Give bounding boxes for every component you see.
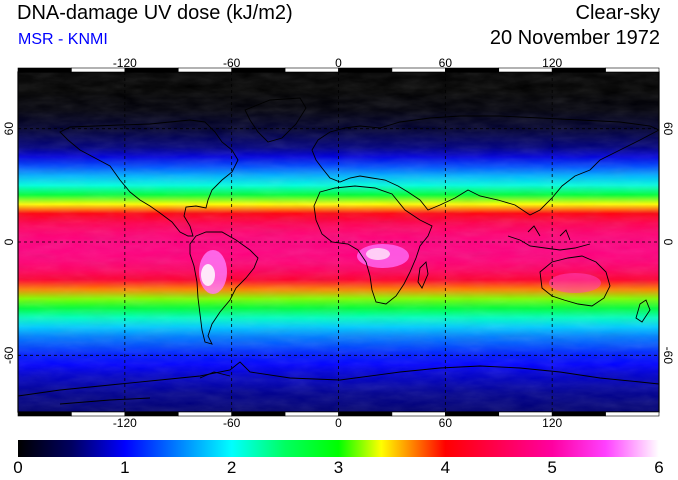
lon-tick-label: 0 xyxy=(335,416,342,430)
colorbar xyxy=(18,440,659,457)
lon-tick-label: 0 xyxy=(335,56,342,70)
colorbar-tick-label: 4 xyxy=(440,458,451,477)
frame-tick-bar xyxy=(284,411,339,417)
lon-tick-label: -60 xyxy=(223,416,241,430)
graticule xyxy=(18,72,659,412)
lon-tick-label: 60 xyxy=(439,416,453,430)
coastline-madagascar xyxy=(417,261,429,289)
frame-tick-bar xyxy=(605,67,660,73)
lat-labels-right: 60 0 -60 xyxy=(661,122,675,364)
colorbar-tick-label: 5 xyxy=(547,458,557,477)
colorbar-tick-label: 3 xyxy=(333,458,344,477)
sky-condition: Clear-sky xyxy=(575,2,660,24)
frame-tick-bar xyxy=(338,67,393,73)
frame-tick-bar xyxy=(445,67,500,73)
coastline-new-zealand xyxy=(635,299,651,323)
coastline-antarctica xyxy=(18,361,659,397)
coastline-australia xyxy=(539,255,611,307)
colorbar-tick-label: 2 xyxy=(226,458,237,477)
colorbar-tick-label: 1 xyxy=(120,458,130,477)
lat-labels-left: 60 0 -60 xyxy=(2,122,16,364)
lon-tick-label: -120 xyxy=(113,416,137,430)
lon-labels-top: -120 -60 0 60 120 xyxy=(113,56,563,70)
frame-tick-bar xyxy=(445,411,500,417)
hotspot-australia xyxy=(549,273,601,293)
colorbar-tick-label: 0 xyxy=(13,458,23,477)
coastline-indonesia xyxy=(507,225,591,251)
lat-tick-label: 0 xyxy=(661,239,675,246)
lat-tick-label: -60 xyxy=(661,347,675,365)
lat-tick-label: 60 xyxy=(2,122,16,136)
frame-tick-bar xyxy=(17,67,72,73)
frame-tick-bar xyxy=(284,67,339,73)
coastline-south-america xyxy=(189,231,259,345)
lat-tick-label: -60 xyxy=(2,346,16,364)
lon-tick-label: 60 xyxy=(439,56,453,70)
frame-tick-bar xyxy=(338,411,393,417)
lon-labels-bottom: -120 -60 0 60 120 xyxy=(113,416,563,430)
frame-ticks xyxy=(17,67,660,417)
coastline-north-america xyxy=(59,119,239,237)
frame-tick-bar xyxy=(605,411,660,417)
lat-tick-label: 0 xyxy=(2,238,16,245)
lat-tick-label: 60 xyxy=(661,122,675,136)
lon-tick-label: 120 xyxy=(542,56,562,70)
lon-tick-label: -120 xyxy=(113,56,137,70)
coastline-greenland xyxy=(244,97,307,143)
colorbar-tick-label: 6 xyxy=(654,458,664,477)
hotspot-south-america-core xyxy=(201,264,215,286)
lon-tick-label: -60 xyxy=(223,56,241,70)
frame-tick-bar xyxy=(17,411,72,417)
title: DNA-damage UV dose (kJ/m2) xyxy=(17,2,293,24)
lon-tick-label: 120 xyxy=(542,416,562,430)
frame-tick-bar xyxy=(391,411,446,417)
hotspot-africa-core xyxy=(366,248,390,260)
frame-tick-bar xyxy=(391,67,446,73)
source-label: MSR - KNMI xyxy=(18,31,108,48)
coastline-africa xyxy=(313,185,433,305)
coastline-antarctica-shelf xyxy=(59,371,231,405)
date-label: 20 November 1972 xyxy=(489,27,660,49)
